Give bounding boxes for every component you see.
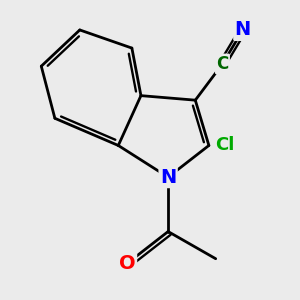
Text: N: N [235, 20, 251, 40]
Text: C: C [216, 55, 229, 73]
Text: Cl: Cl [215, 136, 234, 154]
Text: N: N [160, 168, 176, 187]
Text: O: O [119, 254, 136, 273]
